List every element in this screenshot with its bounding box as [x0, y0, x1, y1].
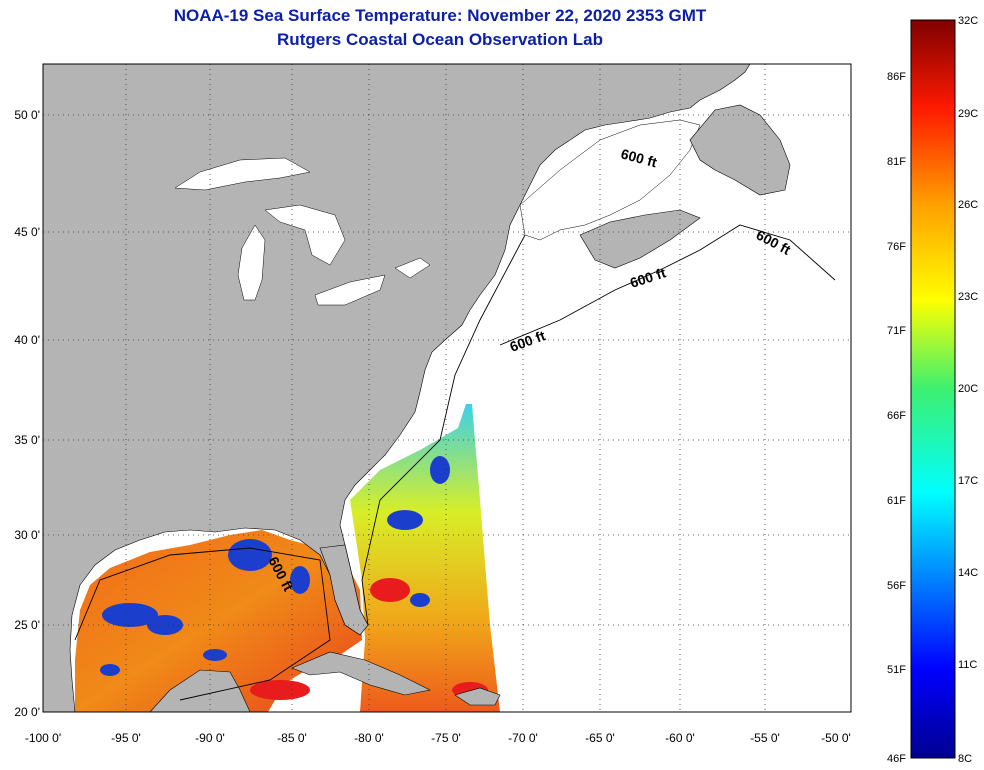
- longitude-axis: -100 0' -95 0' -90 0' -85 0' -80 0' -75 …: [25, 731, 851, 745]
- lon-tick: -100 0': [25, 731, 61, 745]
- colorbar: [910, 19, 956, 759]
- map-subtitle: Rutgers Coastal Ocean Observation Lab: [277, 30, 603, 49]
- cb-f-label: 66F: [887, 410, 906, 422]
- lon-tick: -80 0': [354, 731, 384, 745]
- cb-f-label: 56F: [887, 580, 906, 592]
- graticule: [43, 64, 851, 712]
- lat-tick: 45 0': [14, 225, 40, 239]
- cb-c-label: 26C: [958, 199, 978, 211]
- cb-f-label: 46F: [887, 753, 906, 765]
- cb-c-label: 17C: [958, 475, 978, 487]
- cb-c-label: 20C: [958, 383, 978, 395]
- cb-c-label: 23C: [958, 291, 978, 303]
- lon-tick: -65 0': [585, 731, 615, 745]
- cb-f-label: 76F: [887, 241, 906, 253]
- lat-tick: 20 0': [14, 705, 40, 719]
- map-frame: [42, 63, 852, 713]
- lon-tick: -75 0': [431, 731, 461, 745]
- map-title: NOAA-19 Sea Surface Temperature: Novembe…: [173, 6, 707, 25]
- lon-tick: -60 0': [665, 731, 695, 745]
- lat-tick: 30 0': [14, 528, 40, 542]
- lon-tick: -70 0': [508, 731, 538, 745]
- land-north-america: [43, 64, 751, 712]
- land-yucatan: [149, 669, 251, 712]
- atlantic-sst: [350, 404, 500, 712]
- land-nova-scotia: [579, 209, 701, 269]
- colorbar-celsius: 32C 29C 26C 23C 20C 17C 14C 11C 8C: [958, 15, 978, 765]
- cb-c-label: 8C: [958, 753, 972, 765]
- cb-f-label: 81F: [887, 156, 906, 168]
- lon-tick: -95 0': [111, 731, 141, 745]
- cb-f-label: 86F: [887, 71, 906, 83]
- latitude-axis: 50 0' 45 0' 40 0' 35 0' 30 0' 25 0' 20 0…: [14, 108, 40, 719]
- land-florida: [319, 544, 369, 636]
- lon-tick: -50 0': [821, 731, 851, 745]
- lon-tick: -85 0': [277, 731, 307, 745]
- lat-tick: 25 0': [14, 618, 40, 632]
- cb-c-label: 32C: [958, 15, 978, 27]
- lat-tick: 35 0': [14, 433, 40, 447]
- lon-tick: -90 0': [195, 731, 225, 745]
- cb-f-label: 71F: [887, 325, 906, 337]
- land-newfoundland: [689, 104, 791, 196]
- land-hispaniola: [454, 687, 501, 706]
- lon-tick: -55 0': [750, 731, 780, 745]
- cb-c-label: 29C: [958, 108, 978, 120]
- lat-tick: 40 0': [14, 333, 40, 347]
- great-lakes: [174, 157, 431, 306]
- st-lawrence: [519, 119, 701, 241]
- cb-c-label: 14C: [958, 567, 978, 579]
- cb-f-label: 61F: [887, 495, 906, 507]
- cb-c-label: 11C: [958, 659, 977, 671]
- lat-tick: 50 0': [14, 108, 40, 122]
- cb-f-label: 51F: [887, 664, 906, 676]
- colorbar-fahrenheit: 86F 81F 76F 71F 66F 61F 56F 51F 46F: [887, 71, 906, 765]
- cold-patches: [100, 285, 450, 676]
- land-cuba: [291, 651, 431, 696]
